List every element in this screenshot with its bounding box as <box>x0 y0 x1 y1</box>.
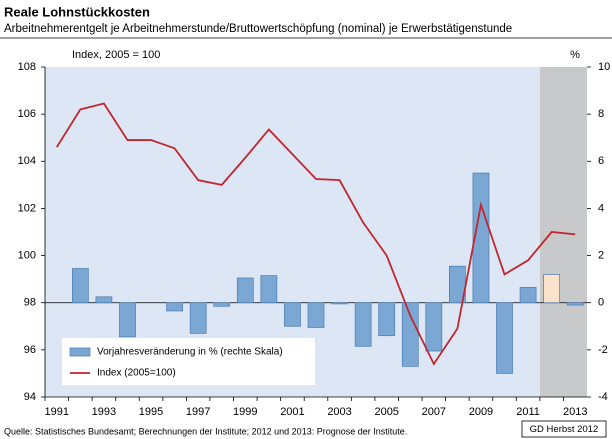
forecast-band <box>540 67 587 397</box>
y2-axis-label: % <box>570 49 580 61</box>
bar <box>213 302 231 307</box>
y2-tick-label: 0 <box>598 297 604 309</box>
x-tick-label: 2003 <box>327 406 351 418</box>
bar <box>95 296 113 304</box>
bar <box>401 302 419 367</box>
legend <box>62 338 315 385</box>
x-tick-label: 2013 <box>563 406 587 418</box>
bar <box>331 302 348 305</box>
y2-tick-label: -4 <box>598 391 608 403</box>
x-tick-label: 2011 <box>516 406 540 418</box>
x-tick-label: 1999 <box>233 406 257 418</box>
source: Quelle: Statistisches Bundesamt; Berechn… <box>4 426 407 436</box>
x-tick-label: 2005 <box>374 406 398 418</box>
chart-title: Reale Lohnstückkosten <box>4 4 150 19</box>
y2-tick-label: -2 <box>598 344 608 356</box>
y-tick-label: 100 <box>18 249 36 261</box>
y2-tick-label: 8 <box>598 108 604 120</box>
bar <box>496 302 513 374</box>
y-tick-label: 96 <box>24 344 36 356</box>
y2-tick-label: 2 <box>598 249 604 261</box>
credit-box <box>521 420 607 438</box>
x-tick-label: 2009 <box>469 406 493 418</box>
x-tick-label: 1997 <box>186 406 210 418</box>
bar <box>378 302 396 337</box>
x-tick-label: 2001 <box>280 406 304 418</box>
bar <box>71 268 89 304</box>
y-tick-label: 108 <box>18 61 36 73</box>
x-tick-label: 1995 <box>139 406 163 418</box>
y-axis-label: Index, 2005 = 100 <box>72 49 160 61</box>
bar <box>284 302 301 327</box>
bar <box>543 274 561 304</box>
y-tick-label: 94 <box>24 391 36 403</box>
y2-tick-label: 10 <box>598 61 610 73</box>
credit: GD Herbst 2012 <box>530 424 599 435</box>
y-tick-label: 104 <box>18 155 36 167</box>
y2-tick-label: 4 <box>598 202 604 214</box>
bar <box>519 287 537 304</box>
bar <box>307 302 325 328</box>
y-tick-label: 102 <box>18 202 36 214</box>
bar <box>119 302 136 338</box>
bar <box>166 302 183 312</box>
bar <box>425 302 443 352</box>
chart-subtitle: Arbeitnehmerentgelt je Arbeitnehmerstund… <box>4 23 512 35</box>
legend-swatch <box>69 347 91 357</box>
x-tick-label: 1993 <box>92 406 116 418</box>
x-tick-label: 2007 <box>422 406 446 418</box>
y-tick-label: 106 <box>18 108 36 120</box>
bar <box>260 275 278 304</box>
x-tick-label: 1991 <box>45 406 69 418</box>
bar <box>354 302 372 347</box>
bar <box>566 302 584 306</box>
bar <box>236 277 254 304</box>
line <box>56 102 576 366</box>
legend-label: Index (2005=100) <box>97 368 176 379</box>
bar <box>472 172 490 304</box>
legend-label: Vorjahresveränderung in % (rechte Skala) <box>97 347 283 358</box>
bar <box>189 302 207 334</box>
y-tick-label: 98 <box>24 297 36 309</box>
y2-tick-label: 6 <box>598 155 604 167</box>
